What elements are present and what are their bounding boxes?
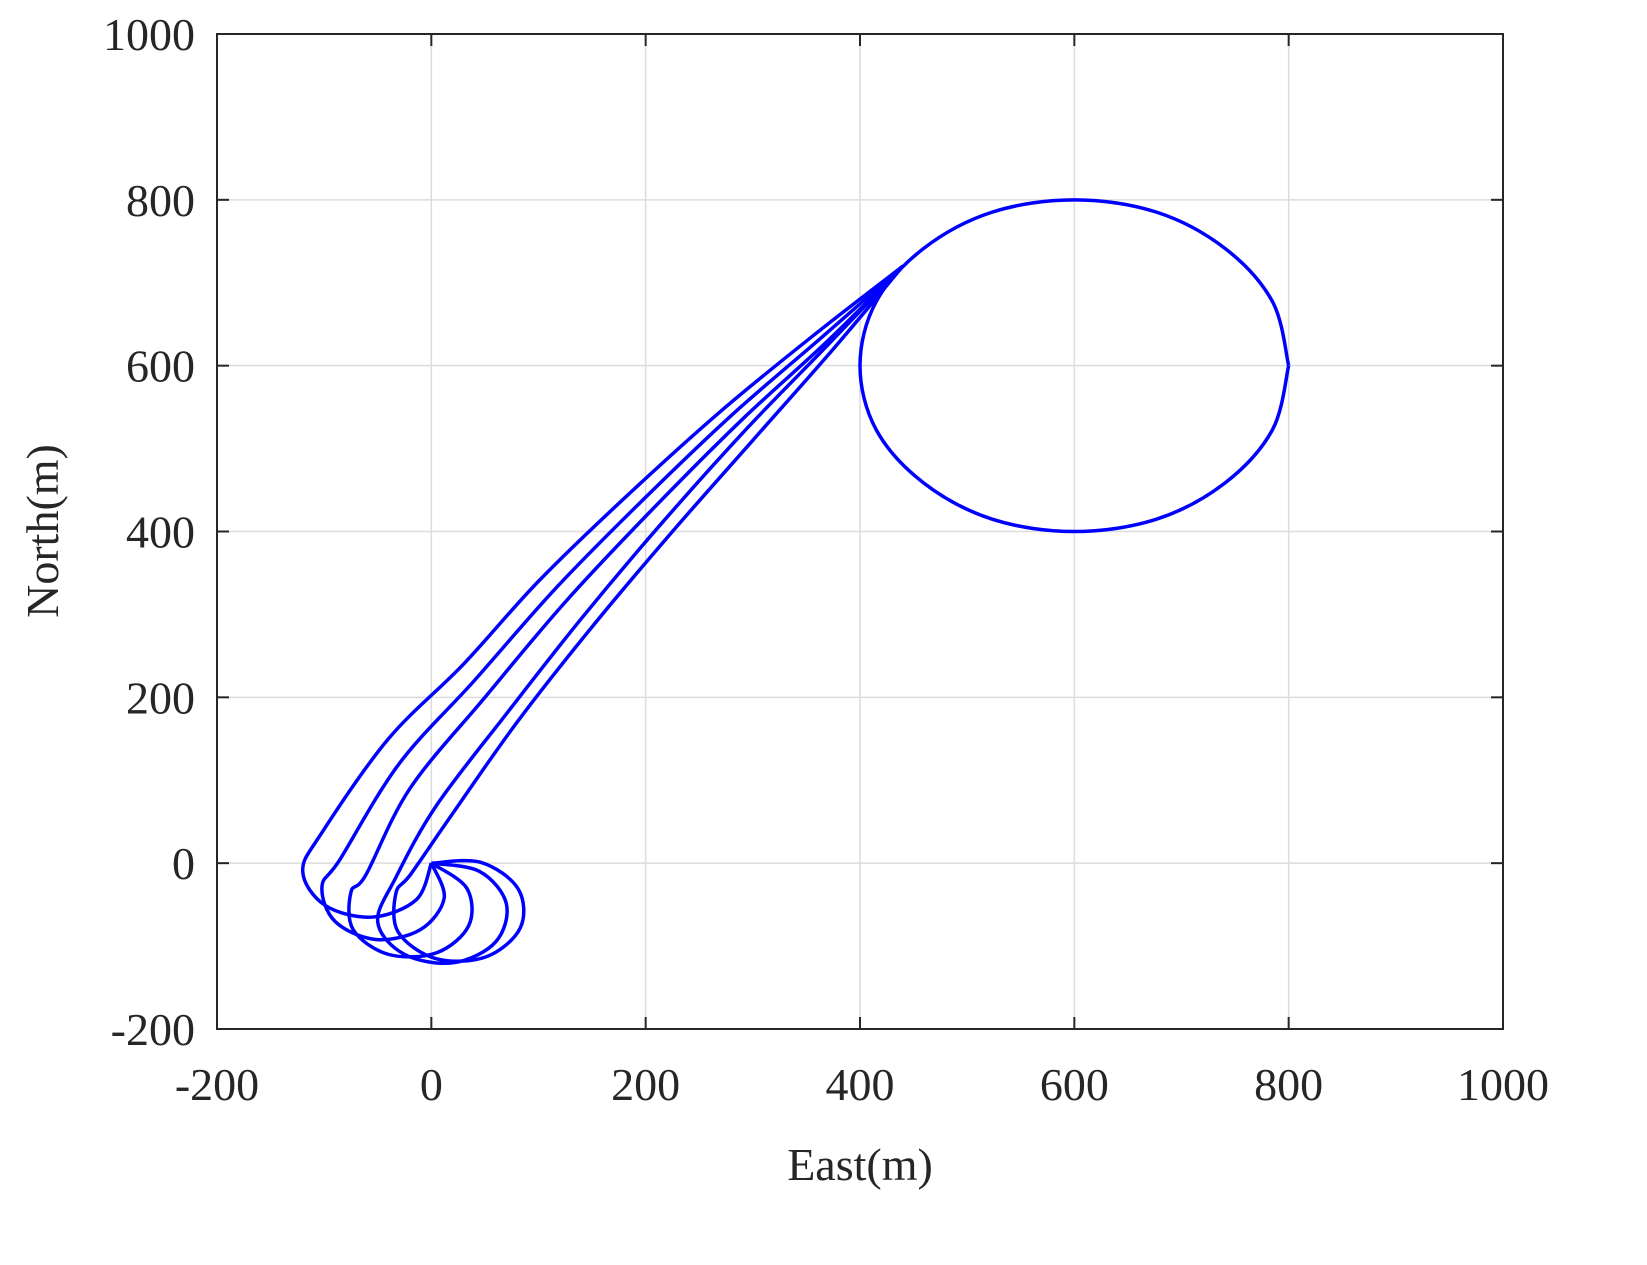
y-tick-label: 600 <box>126 341 195 392</box>
x-tick-label: 800 <box>1254 1059 1323 1110</box>
trajectory <box>375 264 905 965</box>
x-tick-label: 600 <box>1040 1059 1109 1110</box>
trajectory <box>347 264 905 959</box>
y-tick-label: 800 <box>126 175 195 226</box>
x-tick-label: 0 <box>420 1059 443 1110</box>
x-tick-label: -200 <box>175 1059 259 1110</box>
y-axis-label: North(m) <box>17 444 68 618</box>
x-tick-label: 200 <box>611 1059 680 1110</box>
y-tick-label: -200 <box>111 1004 195 1055</box>
trajectory <box>392 265 905 963</box>
y-tick-label: 0 <box>172 838 195 889</box>
trajectory <box>320 264 905 942</box>
x-tick-label: 400 <box>826 1059 895 1110</box>
x-axis-label: East(m) <box>787 1139 933 1190</box>
y-tick-label: 200 <box>126 672 195 723</box>
x-tick-label: 1000 <box>1457 1059 1549 1110</box>
y-tick-label: 400 <box>126 507 195 558</box>
plot-frame <box>216 33 1504 1030</box>
trajectory <box>858 198 1291 534</box>
y-tick-label: 1000 <box>103 9 195 60</box>
trajectory <box>300 264 904 919</box>
